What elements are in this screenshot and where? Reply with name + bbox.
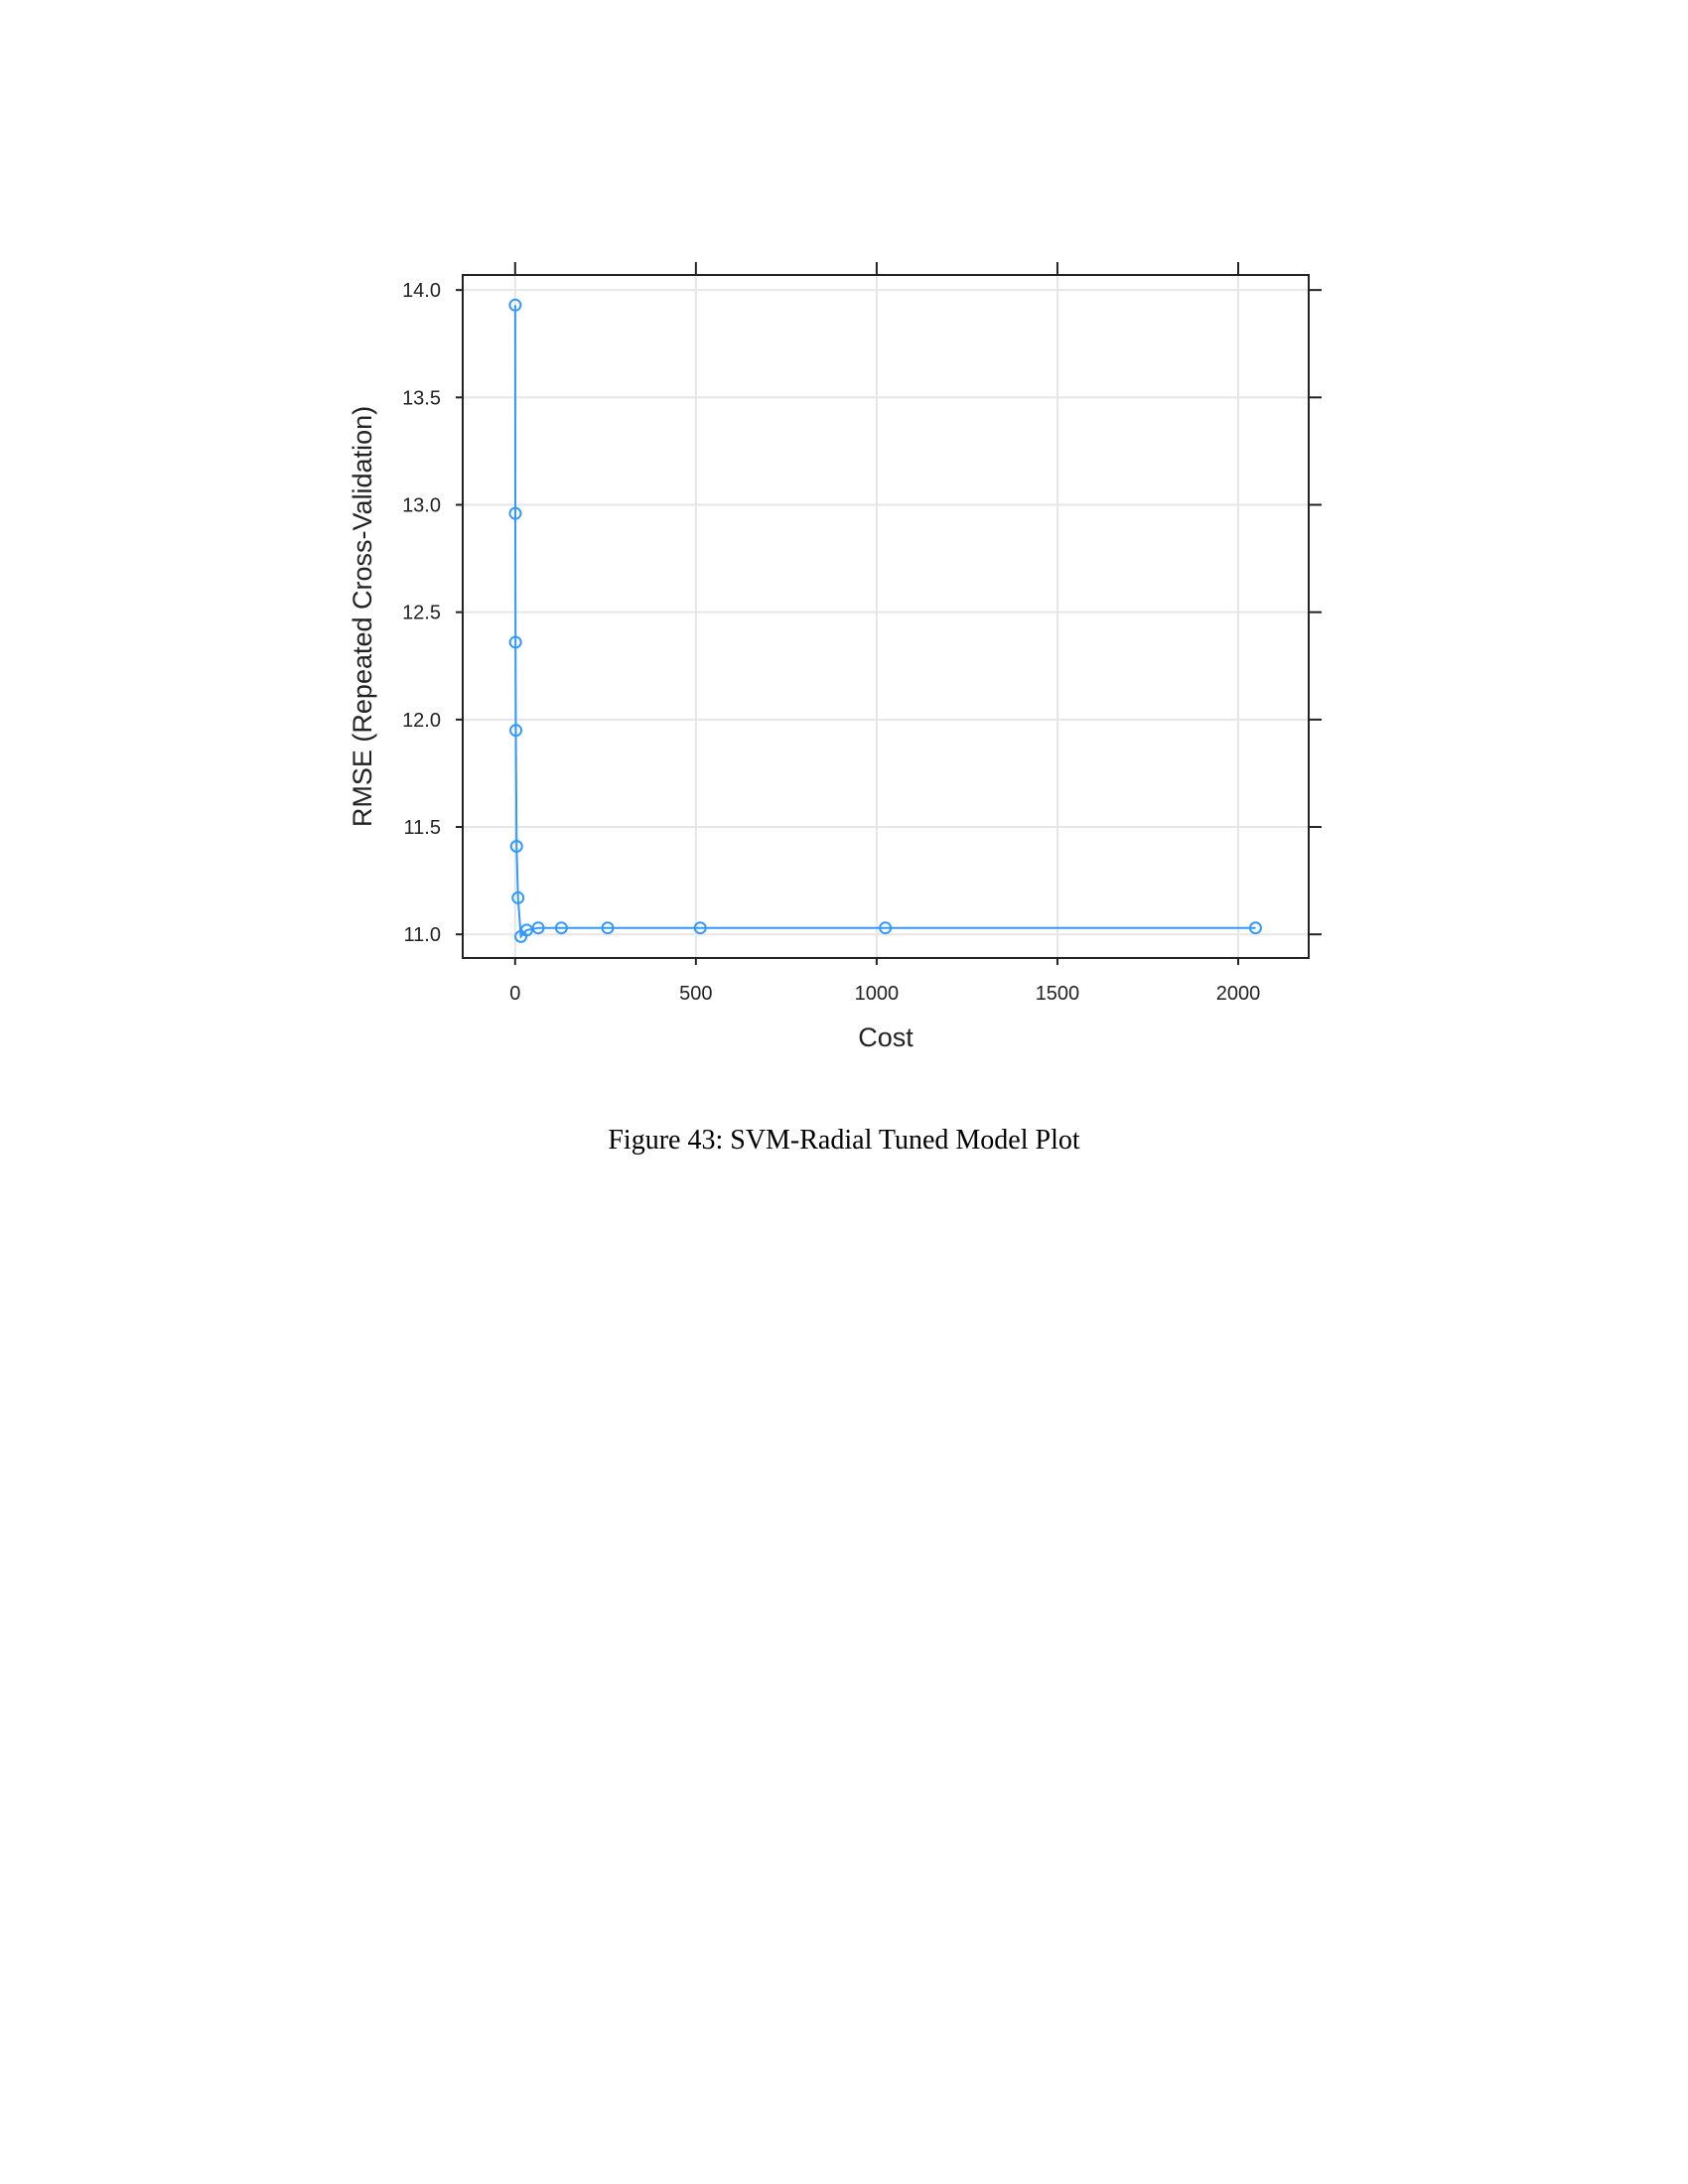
y-tick-label: 14.0 [402, 280, 441, 302]
grid [463, 275, 1309, 958]
y-tick-label: 13.0 [402, 494, 441, 516]
plot-frame [462, 274, 1310, 959]
svm-radial-tuning-plot: 0 500 1000 1500 2000 11.0 11.5 12.0 12.5 13.0 13.5… [348, 262, 1322, 1052]
y-tick-label: 12.5 [402, 603, 441, 624]
x-tick-label: 0 [509, 983, 520, 1005]
chart: 0 500 1000 1500 2000 11.0 11.5 12.0 12.5 13.0 13.5… [348, 262, 1322, 1052]
x-axis-title: Cost [858, 1023, 914, 1052]
data-point [519, 923, 533, 937]
data-point [509, 839, 523, 853]
data-point [531, 921, 545, 935]
data-point [879, 921, 893, 935]
y-axis-title: RMSE (Repeated Cross-Validation) [348, 406, 377, 827]
figure-caption: Figure 43: SVM-Radial Tuned Model Plot [608, 1125, 1080, 1156]
series-line [513, 305, 1256, 939]
data-point [1248, 921, 1262, 935]
data-point [508, 635, 522, 649]
data-point [601, 921, 615, 935]
data-point [508, 506, 522, 520]
y-tick-label: 12.0 [402, 710, 441, 732]
data-point [509, 724, 523, 738]
axis-ticks: 0 500 1000 1500 2000 11.0 11.5 12.0 12.5 13.0 13.5… [402, 262, 1322, 1005]
data-point [554, 921, 568, 935]
x-tick-label: 2000 [1216, 983, 1261, 1005]
data-point [511, 890, 525, 904]
data-point [508, 298, 522, 312]
y-tick-label: 11.5 [404, 817, 441, 839]
series [508, 298, 1262, 943]
x-tick-label: 500 [679, 983, 712, 1005]
y-tick-label: 11.0 [404, 924, 441, 946]
x-tick-label: 1000 [855, 983, 900, 1005]
data-point [693, 921, 707, 935]
x-tick-label: 1500 [1036, 983, 1080, 1005]
y-tick-label: 13.5 [402, 387, 441, 409]
